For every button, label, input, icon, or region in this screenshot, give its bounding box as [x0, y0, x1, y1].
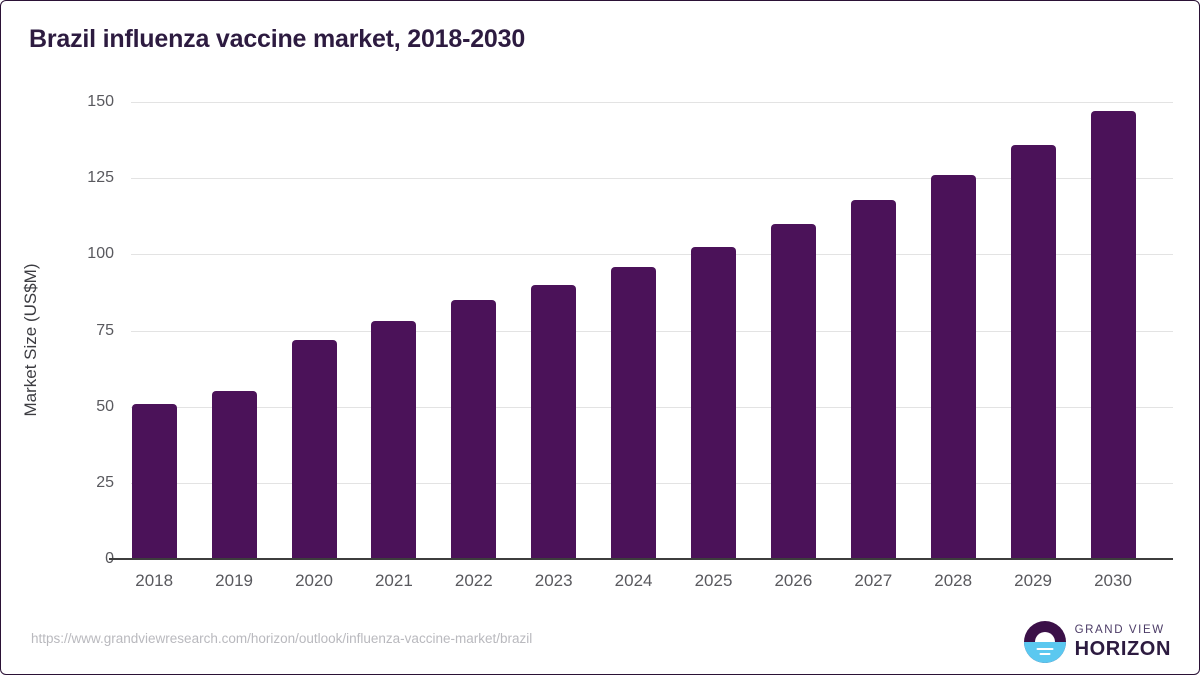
gridline	[131, 254, 1173, 256]
y-axis-tick-label: 75	[96, 321, 114, 339]
x-axis-tick-label-2028: 2028	[934, 571, 973, 590]
bar-2020[interactable]	[291, 339, 337, 559]
x-axis-tick-label-2025: 2025	[694, 571, 733, 590]
x-axis-line	[109, 558, 1173, 560]
source-url[interactable]: https://www.grandviewresearch.com/horizo…	[31, 631, 533, 646]
x-axis-tick-label-2030: 2030	[1094, 571, 1132, 590]
y-axis-tick-label: 150	[87, 93, 114, 110]
y-axis-tick-label: 25	[96, 473, 114, 491]
logo-ray-upper	[1036, 647, 1054, 650]
x-axis-tick-label-2029: 2029	[1014, 571, 1052, 590]
bar-2018[interactable]	[131, 403, 177, 559]
page-title: Brazil influenza vaccine market, 2018-20…	[29, 25, 526, 53]
bar-2021[interactable]	[371, 321, 417, 559]
bar-2025[interactable]	[691, 246, 736, 559]
horizon-sun-icon	[1023, 621, 1066, 663]
x-axis-tick-label-2023: 2023	[534, 571, 573, 590]
bar-2022[interactable]	[451, 300, 497, 559]
bar-2024[interactable]	[611, 266, 657, 559]
x-axis-tick-label-2022: 2022	[454, 571, 493, 590]
bar-2027[interactable]	[850, 199, 896, 559]
y-axis-tick-label: 0	[54, 550, 114, 568]
x-axis-tick-label-2020: 2020	[295, 571, 333, 590]
brand-name-primary: GRAND VIEW	[1074, 623, 1165, 636]
bar-2028[interactable]	[930, 175, 976, 559]
plot-area	[131, 102, 1173, 559]
gridline	[131, 178, 1173, 180]
x-axis-tick-label-2026: 2026	[774, 571, 813, 590]
bar-2019[interactable]	[211, 391, 257, 559]
brand-logo-text: GRAND VIEW HORIZON	[1074, 623, 1171, 661]
y-axis-tick-label: 125	[87, 169, 114, 187]
y-axis-tick-label: 100	[87, 245, 114, 263]
x-axis-tick-label-2024: 2024	[614, 571, 653, 590]
bar-2029[interactable]	[1010, 144, 1056, 559]
logo-ray-lower	[1039, 652, 1051, 655]
gridline	[131, 102, 1173, 103]
x-axis-tick-label-2018: 2018	[135, 571, 174, 590]
logo-sun-dome	[1034, 632, 1055, 642]
brand-logo[interactable]: GRAND VIEW HORIZON	[1023, 621, 1171, 663]
y-axis-title: Market Size (US$M)	[21, 263, 40, 417]
x-axis-tick-label-2021: 2021	[374, 571, 413, 590]
x-axis-tick-label-2019: 2019	[215, 571, 253, 590]
bar-2030[interactable]	[1090, 111, 1136, 559]
x-axis-tick-label-2027: 2027	[854, 571, 893, 590]
y-axis-tick-label: 50	[96, 397, 114, 415]
bar-2023[interactable]	[531, 284, 577, 559]
brand-name-secondary: HORIZON	[1074, 638, 1171, 661]
bar-2026[interactable]	[770, 223, 816, 559]
